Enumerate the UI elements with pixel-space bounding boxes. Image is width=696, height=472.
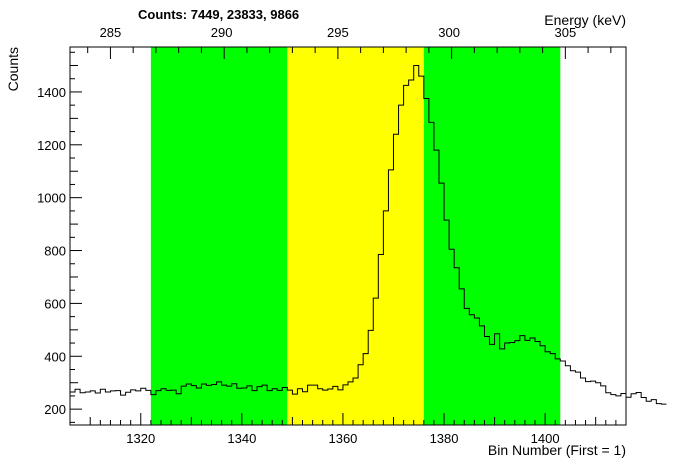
- energy-tick-label: 305: [554, 25, 576, 40]
- tick-labels: 1320 1340 1360 1380 1400 200 400 600 800 1000 1200…: [37, 25, 576, 446]
- region-band-1: [287, 47, 424, 425]
- y-tick-label: 200: [44, 402, 66, 417]
- chart-title: Counts: 7449, 23833, 9866: [138, 7, 299, 22]
- histogram-series-line: [70, 65, 667, 405]
- energy-tick-label: 295: [327, 25, 349, 40]
- y-tick-label: 600: [44, 296, 66, 311]
- y-tick-label: 1200: [37, 138, 66, 153]
- x-axis-label: Bin Number (First = 1): [488, 442, 626, 458]
- y-axis-label: Counts: [5, 47, 21, 91]
- energy-tick-label: 285: [100, 25, 122, 40]
- energy-axis-label: Energy (keV): [544, 12, 626, 28]
- x-tick-label: 1360: [328, 431, 357, 446]
- region-bands: [150, 47, 561, 425]
- region-band-2: [423, 47, 561, 425]
- y-tick-label: 1400: [37, 85, 66, 100]
- x-tick-label: 1380: [430, 431, 459, 446]
- y-tick-label: 400: [44, 349, 66, 364]
- region-band-0: [150, 47, 288, 425]
- x-tick-label: 1400: [531, 431, 560, 446]
- y-tick-label: 1000: [37, 191, 66, 206]
- y-tick-label: 800: [44, 244, 66, 259]
- axis-ticks: [70, 47, 627, 425]
- energy-tick-label: 290: [211, 25, 233, 40]
- plot-frame: [69, 46, 627, 426]
- x-tick-label: 1340: [227, 431, 256, 446]
- x-tick-label: 1320: [126, 431, 155, 446]
- energy-tick-label: 300: [438, 25, 460, 40]
